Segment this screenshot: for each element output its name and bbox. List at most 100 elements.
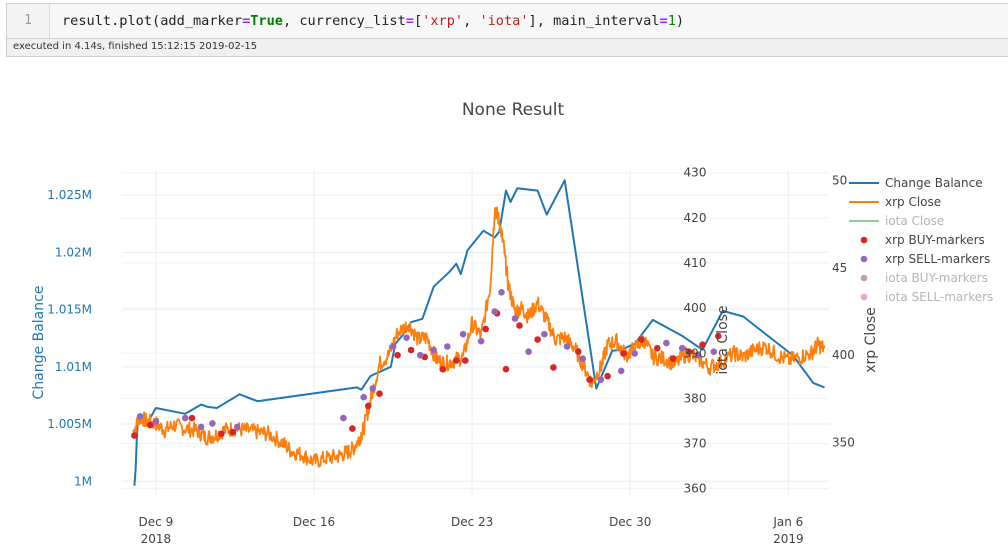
xrp-sell-marker bbox=[360, 393, 368, 401]
iota-axis-title: iota Close bbox=[715, 305, 731, 374]
legend-label: iota SELL-markers bbox=[885, 290, 993, 304]
iota-tick-label: 370 bbox=[684, 437, 707, 451]
xrp-buy-marker bbox=[550, 364, 557, 371]
legend-dot-swatch bbox=[860, 293, 868, 301]
xrp-sell-marker bbox=[459, 330, 467, 338]
xrp-sell-marker bbox=[617, 367, 625, 375]
x-tick-label: Dec 23 bbox=[451, 515, 493, 529]
left-tick-label: 1.02M bbox=[55, 245, 92, 259]
xrp-buy-marker bbox=[699, 341, 706, 349]
xrp-sell-marker bbox=[541, 330, 548, 338]
iota-tick-label: 360 bbox=[684, 482, 707, 496]
xrp-buy-marker bbox=[364, 402, 372, 410]
legend-label: xrp Close bbox=[885, 195, 941, 209]
xrp-buy-marker bbox=[586, 376, 593, 384]
legend-item[interactable]: iota SELL-markers bbox=[860, 290, 994, 304]
legend-dot-swatch bbox=[860, 255, 868, 263]
xrp-sell-marker bbox=[152, 418, 160, 425]
legend-item[interactable]: iota BUY-markers bbox=[860, 271, 988, 285]
legend-label: iota BUY-markers bbox=[885, 271, 988, 285]
iota-tick-label: 390 bbox=[684, 346, 707, 360]
legend-item[interactable]: iota Close bbox=[849, 214, 944, 228]
xrp-sell-marker bbox=[597, 376, 605, 384]
left-axis-title: Change Balance bbox=[31, 286, 47, 400]
code-line[interactable]: result.plot(add_marker=True, currency_li… bbox=[62, 13, 685, 29]
xrp-sell-marker bbox=[197, 423, 205, 431]
xrp-buy-marker bbox=[407, 346, 415, 354]
series-xrp-close bbox=[132, 206, 826, 468]
x-tick-sublabel: 2018 bbox=[141, 532, 172, 546]
xrp-buy-marker bbox=[669, 355, 677, 363]
xrp-sell-marker bbox=[209, 420, 216, 427]
xrp-tick-label: 45 bbox=[832, 261, 847, 275]
xrp-buy-marker bbox=[131, 432, 138, 439]
xrp-buy-marker bbox=[638, 336, 645, 343]
xrp-buy-marker bbox=[516, 322, 523, 329]
xrp-sell-marker bbox=[678, 344, 686, 352]
xrp-sell-marker bbox=[416, 351, 424, 359]
left-tick-label: 1.01M bbox=[55, 360, 92, 374]
xrp-sell-marker bbox=[477, 337, 485, 345]
xrp-sell-marker bbox=[491, 308, 499, 315]
legend-item[interactable]: xrp BUY-markers bbox=[860, 233, 985, 247]
xrp-buy-marker bbox=[620, 350, 627, 357]
xrp-buy-marker bbox=[394, 351, 401, 359]
legend-item[interactable]: Change Balance bbox=[849, 176, 983, 190]
legend-label: Change Balance bbox=[885, 176, 983, 190]
xrp-buy-marker bbox=[575, 348, 582, 356]
xrp-sell-marker bbox=[444, 343, 451, 350]
left-tick-label: 1.025M bbox=[47, 188, 92, 202]
iota-tick-label: 430 bbox=[684, 166, 707, 180]
x-tick-label: Dec 9 bbox=[139, 515, 174, 529]
xrp-sell-marker bbox=[631, 350, 638, 357]
iota-tick-label: 410 bbox=[684, 256, 707, 270]
xrp-sell-marker bbox=[525, 348, 532, 356]
xrp-buy-marker bbox=[604, 372, 611, 380]
xrp-sell-marker bbox=[430, 346, 438, 354]
xrp-sell-marker bbox=[563, 343, 571, 350]
code-cell[interactable]: 1 result.plot(add_marker=True, currency_… bbox=[6, 3, 1008, 39]
xrp-tick-label: 50 bbox=[832, 173, 847, 187]
xrp-buy-marker bbox=[715, 332, 722, 340]
legend-item[interactable]: xrp Close bbox=[849, 195, 941, 209]
xrp-sell-marker bbox=[663, 339, 670, 347]
xrp-sell-marker bbox=[403, 334, 410, 342]
xrp-buy-marker bbox=[218, 430, 225, 438]
left-tick-label: 1M bbox=[74, 474, 92, 488]
xrp-sell-marker bbox=[369, 385, 377, 392]
trade-markers bbox=[131, 289, 722, 439]
xrp-sell-marker bbox=[498, 289, 505, 296]
line-number: 1 bbox=[7, 4, 50, 38]
xrp-tick-label: 400 bbox=[832, 348, 855, 362]
execution-info: executed in 4.14s, finished 15:12:15 201… bbox=[6, 39, 1008, 57]
xrp-sell-marker bbox=[511, 315, 519, 322]
x-tick-label: Dec 16 bbox=[293, 515, 335, 529]
xrp-buy-marker bbox=[482, 325, 490, 333]
xrp-sell-marker bbox=[710, 348, 718, 356]
left-tick-label: 1.005M bbox=[47, 417, 92, 431]
xrp-sell-marker bbox=[136, 413, 144, 420]
legend: Change Balance xrp Close iota Close xrp BUY… bbox=[849, 176, 993, 304]
xrp-buy-marker bbox=[188, 414, 196, 422]
chart-title: None Result bbox=[461, 100, 565, 120]
legend-label: xrp BUY-markers bbox=[885, 233, 985, 247]
legend-dot-swatch bbox=[860, 236, 868, 244]
xrp-buy-marker bbox=[229, 428, 236, 436]
x-tick-label: Dec 30 bbox=[609, 515, 651, 529]
xrp-axis-title: xrp Close bbox=[863, 307, 879, 373]
xrp-buy-marker bbox=[534, 336, 541, 343]
xrp-buy-marker bbox=[146, 421, 154, 429]
left-tick-label: 1.015M bbox=[47, 303, 92, 317]
iota-tick-label: 380 bbox=[684, 391, 707, 405]
xrp-buy-marker bbox=[453, 357, 460, 364]
xrp-buy-marker bbox=[654, 344, 661, 352]
xrp-buy-marker bbox=[439, 365, 447, 373]
x-tick-sublabel: 2019 bbox=[773, 532, 804, 546]
xrp-tick-label: 350 bbox=[832, 436, 855, 450]
xrp-sell-marker bbox=[233, 423, 241, 431]
iota-tick-label: 400 bbox=[684, 301, 707, 315]
legend-label: xrp SELL-markers bbox=[885, 252, 990, 266]
legend-item[interactable]: xrp SELL-markers bbox=[860, 252, 991, 266]
xrp-buy-marker bbox=[685, 348, 693, 356]
